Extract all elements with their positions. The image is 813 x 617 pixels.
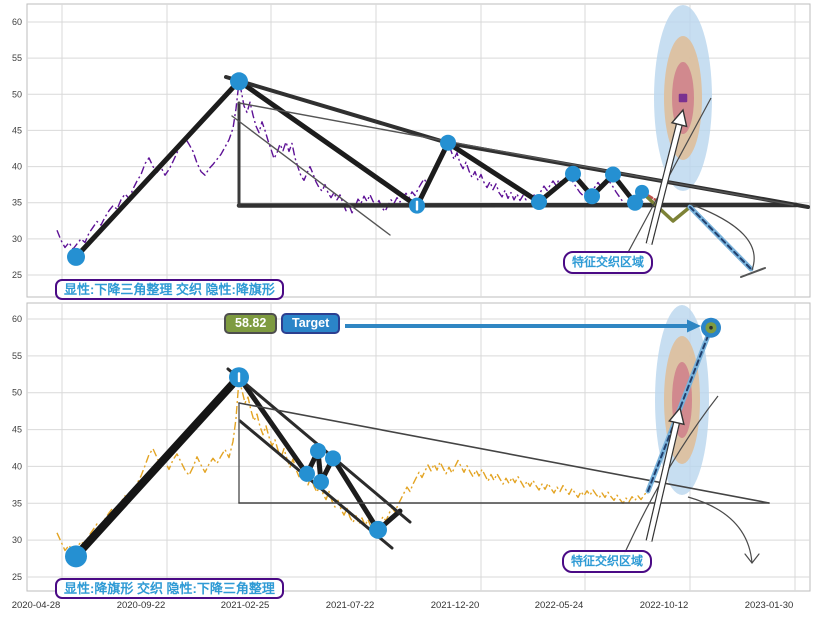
pivot-dot bbox=[230, 72, 248, 91]
x-tick-label: 2023-01-30 bbox=[745, 600, 794, 611]
pivot-dot bbox=[65, 545, 87, 568]
y-tick-label: 30 bbox=[12, 234, 22, 244]
pattern-line bbox=[751, 553, 760, 564]
x-tick-label: 2021-07-22 bbox=[326, 600, 375, 611]
y-tick-label: 35 bbox=[12, 198, 22, 208]
y-tick-label: 55 bbox=[12, 53, 22, 63]
pivot-dot-mark bbox=[415, 200, 419, 211]
pivot-dot bbox=[299, 465, 315, 482]
top-price-line bbox=[56, 81, 644, 250]
x-tick-label: 2022-05-24 bbox=[535, 600, 584, 611]
pattern-line bbox=[647, 327, 712, 492]
x-tick-label: 2020-09-22 bbox=[117, 600, 166, 611]
bottom-feature-region-label: 特征交织区域 bbox=[562, 550, 653, 573]
pattern-line bbox=[644, 194, 692, 223]
target-dot-center bbox=[709, 325, 713, 330]
top-pivot-dots bbox=[67, 72, 649, 266]
x-tick-label: 2021-02-25 bbox=[221, 600, 270, 611]
y-tick-label: 25 bbox=[12, 572, 22, 582]
y-tick-label: 55 bbox=[12, 351, 22, 361]
y-tick-label: 50 bbox=[12, 388, 22, 398]
y-tick-label: 50 bbox=[12, 89, 22, 99]
white-arrow-shaft bbox=[646, 123, 682, 245]
top-feature-region-label: 特征交织区域 bbox=[563, 251, 654, 274]
y-tick-label: 35 bbox=[12, 498, 22, 508]
y-tick-label: 25 bbox=[12, 270, 22, 280]
target-arrow-head bbox=[687, 319, 701, 333]
pivot-dot-mark bbox=[237, 372, 241, 383]
pattern-line bbox=[73, 78, 645, 260]
top-panel: 25 30 35 40 45 50 55 60 bbox=[12, 3, 811, 298]
pattern-line bbox=[689, 206, 752, 270]
white-arrow-head bbox=[668, 406, 685, 426]
y-tick-label: 45 bbox=[12, 425, 22, 435]
pivot-dot bbox=[531, 193, 547, 210]
x-tick-label: 2022-10-12 bbox=[640, 600, 689, 611]
pivot-dot bbox=[67, 247, 85, 266]
top-pattern-label: 显性:下降三角整理 交织 隐性:降旗形 bbox=[55, 279, 284, 300]
blob-center-marker bbox=[678, 93, 688, 103]
target-word-chip: Target bbox=[281, 313, 341, 334]
pattern-line bbox=[238, 402, 770, 504]
white-arrow-shaft bbox=[646, 422, 679, 542]
pivot-dot bbox=[369, 520, 387, 539]
pivot-dot bbox=[605, 166, 621, 183]
pattern-line bbox=[740, 267, 766, 278]
pattern-line bbox=[236, 202, 799, 208]
pattern-line bbox=[231, 115, 391, 236]
target-price-chip: 58.82 bbox=[224, 313, 278, 334]
annotation-arc bbox=[689, 203, 755, 271]
pattern-line bbox=[744, 553, 753, 564]
pattern-line bbox=[72, 373, 243, 560]
y-tick-label: 60 bbox=[12, 17, 22, 27]
annotation-arc bbox=[687, 496, 753, 564]
pivot-dot bbox=[325, 450, 341, 467]
pivot-dot bbox=[310, 442, 326, 459]
x-tick-label: 2021-12-20 bbox=[431, 600, 480, 611]
pivot-dot bbox=[565, 165, 581, 182]
y-tick-label: 40 bbox=[12, 162, 22, 172]
pivot-dot bbox=[584, 188, 600, 205]
x-tick-label: 2020-04-28 bbox=[12, 600, 61, 611]
y-tick-label: 30 bbox=[12, 535, 22, 545]
y-tick-label: 40 bbox=[12, 461, 22, 471]
bottom-pivot-dots bbox=[65, 367, 387, 568]
pivot-dot bbox=[440, 134, 456, 151]
pivot-dot bbox=[627, 194, 643, 211]
pivot-dot bbox=[313, 473, 329, 490]
pivot-dot bbox=[635, 184, 649, 199]
bottom-pattern-label: 显性:降旗形 交织 隐性:下降三角整理 bbox=[55, 578, 284, 599]
y-tick-label: 60 bbox=[12, 314, 22, 324]
pattern-line bbox=[238, 102, 794, 206]
y-tick-label: 45 bbox=[12, 125, 22, 135]
white-arrow-head bbox=[670, 108, 688, 128]
bottom-panel: 25 30 35 40 45 50 55 60 2020-04-28 2020-09-22 2021… bbox=[12, 302, 811, 611]
